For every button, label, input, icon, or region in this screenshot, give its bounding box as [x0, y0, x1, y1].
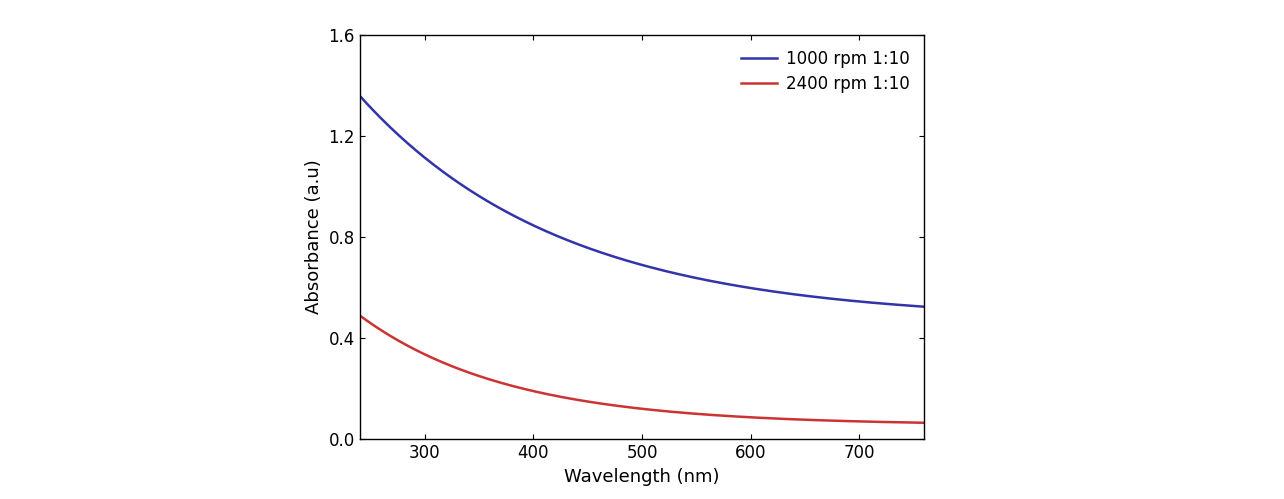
Line: 2400 rpm 1:10: 2400 rpm 1:10	[360, 315, 924, 423]
Y-axis label: Absorbance (a.u): Absorbance (a.u)	[304, 160, 322, 314]
2400 rpm 1:10	[740, 414, 755, 420]
2400 rpm 1:10	[917, 420, 932, 426]
1000 rpm 1:10	[580, 245, 596, 251]
1000 rpm 1:10	[601, 252, 616, 258]
2400 rpm 1:10	[802, 417, 818, 423]
1000 rpm 1:10	[802, 293, 818, 299]
X-axis label: Wavelength (nm): Wavelength (nm)	[564, 468, 720, 486]
1000 rpm 1:10	[410, 149, 425, 155]
1000 rpm 1:10	[740, 284, 755, 290]
Line: 1000 rpm 1:10: 1000 rpm 1:10	[360, 95, 924, 307]
Legend: 1000 rpm 1:10, 2400 rpm 1:10: 1000 rpm 1:10, 2400 rpm 1:10	[734, 43, 917, 99]
2400 rpm 1:10	[601, 402, 616, 408]
1000 rpm 1:10	[917, 304, 932, 310]
2400 rpm 1:10	[410, 348, 425, 354]
2400 rpm 1:10	[580, 399, 596, 405]
2400 rpm 1:10	[352, 312, 367, 318]
2400 rpm 1:10	[792, 417, 808, 423]
1000 rpm 1:10	[352, 92, 367, 98]
1000 rpm 1:10	[792, 292, 808, 298]
